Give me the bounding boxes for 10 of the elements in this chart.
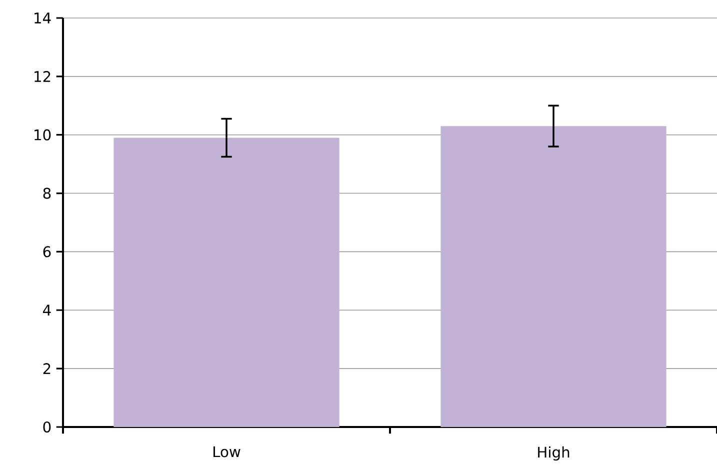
x-tick-label: High — [538, 446, 570, 461]
y-tick-label: 2 — [43, 363, 50, 374]
y-tick-label: 12 — [34, 70, 50, 82]
x-tick-label: Low — [214, 446, 240, 458]
y-tick-label: 10 — [34, 129, 51, 140]
y-tick-label: 4 — [43, 304, 51, 316]
y-tick-label: 8 — [43, 188, 51, 199]
y-tick-label: 14 — [34, 12, 51, 24]
y-tick-label: 0 — [43, 421, 51, 433]
y-tick-label: 6 — [43, 246, 51, 258]
